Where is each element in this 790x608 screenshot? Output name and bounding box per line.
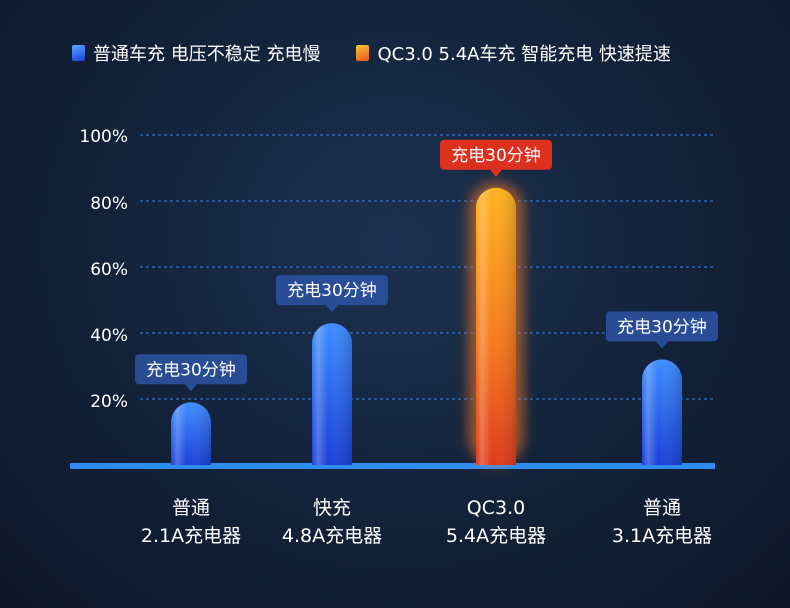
bar-highlight	[476, 187, 516, 466]
y-tick-label: 80%	[90, 194, 128, 214]
y-tick-label: 60%	[90, 260, 128, 280]
x-category-line1: 普通	[642, 497, 681, 519]
y-tick-label: 20%	[90, 392, 128, 412]
data-label: 充电30分钟	[606, 311, 718, 349]
y-tick-label: 100%	[79, 127, 128, 147]
x-category-line2: 2.1A充电器	[140, 525, 242, 547]
x-category-label: 快充 4.8A充电器	[247, 494, 417, 550]
data-label-pointer	[326, 305, 338, 313]
legend-swatch-blue	[72, 45, 85, 61]
legend-label-standard: 普通车充 电压不稳定 充电慢	[93, 44, 321, 65]
x-axis-baseline	[70, 463, 715, 469]
data-label-pointer	[185, 384, 197, 392]
x-category-line1: QC3.0	[466, 497, 526, 519]
data-label-box	[440, 139, 552, 170]
x-category-line1: 普通	[171, 497, 210, 519]
x-category-line2: 3.1A充电器	[611, 525, 713, 547]
x-category-label: 普通 2.1A充电器	[106, 494, 276, 550]
bar-highlight	[642, 359, 683, 465]
bar-highlight	[171, 402, 211, 465]
x-category-label: 普通 3.1A充电器	[577, 494, 747, 550]
x-category-label: QC3.0 5.4A充电器	[411, 494, 581, 550]
data-label-pointer	[490, 169, 502, 177]
data-label-box	[276, 275, 388, 306]
data-label-box	[606, 311, 718, 342]
data-label-box	[135, 354, 247, 385]
data-label-text: 充电30分钟	[146, 360, 236, 380]
legend-swatch-orange	[356, 45, 370, 61]
legend-label-qc30: QC3.0 5.4A车充 智能充电 快速提速	[377, 44, 671, 65]
chart-legend: 普通车充 电压不稳定 充电慢 QC3.0 5.4A车充 智能充电 快速提速	[72, 40, 707, 66]
x-category-line2: 4.8A充电器	[281, 525, 383, 547]
data-label: 充电30分钟	[276, 275, 388, 313]
legend-item-standard: 普通车充 电压不稳定 充电慢	[72, 40, 320, 66]
data-label-text: 充电30分钟	[451, 146, 541, 166]
y-tick-label: 40%	[90, 326, 128, 346]
data-label-text: 充电30分钟	[617, 317, 707, 337]
data-label: 充电30分钟	[440, 139, 552, 177]
data-label: 充电30分钟	[135, 354, 247, 392]
bar-highlight	[312, 323, 352, 465]
legend-item-qc30: QC3.0 5.4A车充 智能充电 快速提速	[356, 40, 671, 66]
data-label-text: 充电30分钟	[287, 281, 377, 301]
x-category-line2: 5.4A充电器	[445, 525, 547, 547]
x-category-line1: 快充	[312, 497, 351, 519]
data-label-pointer	[656, 341, 668, 349]
